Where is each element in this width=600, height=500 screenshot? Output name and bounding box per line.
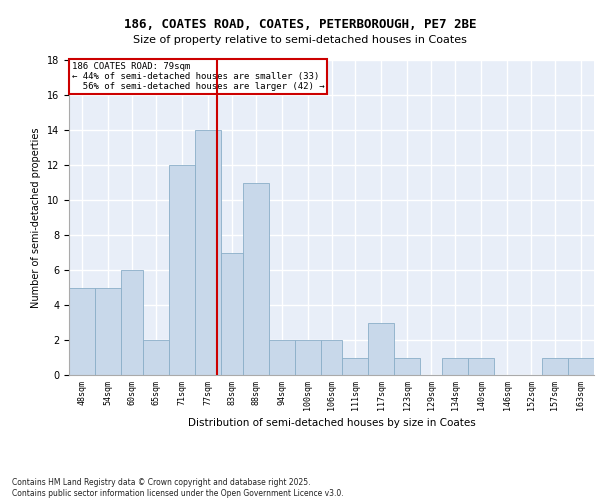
Bar (568, 358, 594, 375)
Bar (343, 358, 368, 375)
Bar (394, 358, 421, 375)
Text: Contains HM Land Registry data © Crown copyright and database right 2025.
Contai: Contains HM Land Registry data © Crown c… (12, 478, 344, 498)
Y-axis label: Number of semi-detached properties: Number of semi-detached properties (31, 127, 41, 308)
Bar (320, 340, 343, 375)
Bar (95, 288, 121, 375)
Bar (69, 288, 95, 375)
Bar (468, 358, 494, 375)
Text: 186 COATES ROAD: 79sqm
← 44% of semi-detached houses are smaller (33)
  56% of s: 186 COATES ROAD: 79sqm ← 44% of semi-det… (71, 62, 324, 92)
Text: Size of property relative to semi-detached houses in Coates: Size of property relative to semi-detach… (133, 35, 467, 45)
Bar (143, 340, 169, 375)
Bar (368, 322, 394, 375)
Bar (295, 340, 320, 375)
X-axis label: Distribution of semi-detached houses by size in Coates: Distribution of semi-detached houses by … (188, 418, 475, 428)
Bar (542, 358, 568, 375)
Text: 186, COATES ROAD, COATES, PETERBOROUGH, PE7 2BE: 186, COATES ROAD, COATES, PETERBOROUGH, … (124, 18, 476, 30)
Bar (121, 270, 143, 375)
Bar (221, 252, 242, 375)
Bar (442, 358, 468, 375)
Bar (269, 340, 295, 375)
Bar (169, 165, 195, 375)
Bar (195, 130, 221, 375)
Bar (242, 182, 269, 375)
